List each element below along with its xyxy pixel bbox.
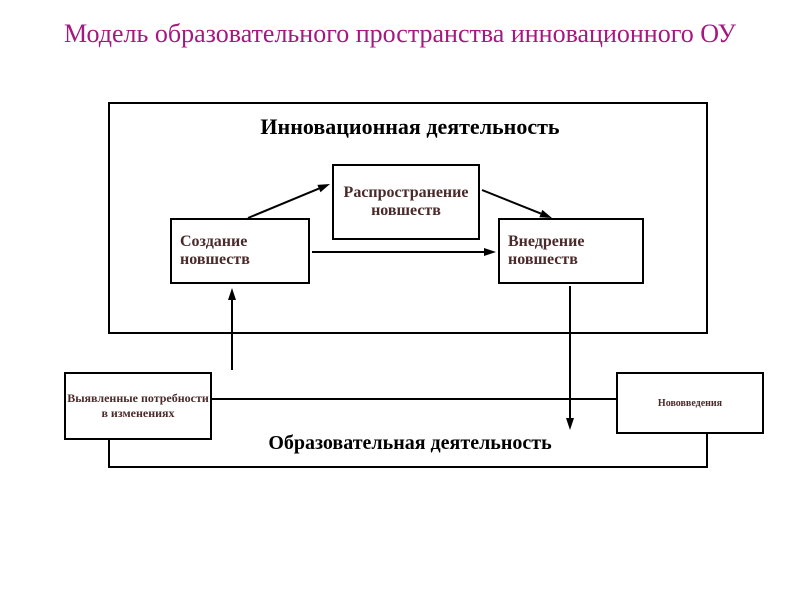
node-label: Распространение новшеств: [334, 184, 478, 220]
node-implement-innovations: Внедрение новшеств: [498, 218, 644, 284]
section-header-education: Образовательная деятельность: [220, 432, 600, 455]
diagram-canvas: Модель образовательного пространства инн…: [0, 0, 800, 600]
node-create-innovations: Создание новшеств: [170, 218, 310, 284]
page-title: Модель образовательного пространства инн…: [0, 18, 800, 49]
node-label: Внедрение новшеств: [508, 233, 642, 269]
node-spread-innovations: Распространение новшеств: [332, 164, 480, 240]
node-novovvedeniya: Нововведения: [616, 372, 764, 434]
node-identified-needs: Выявленные потребности в изменениях: [64, 372, 212, 440]
node-label: Создание новшеств: [180, 233, 308, 269]
node-label: Выявленные потребности в изменениях: [66, 391, 210, 421]
node-label: Нововведения: [618, 398, 762, 409]
section-header-innovation: Инновационная деятельность: [200, 114, 620, 140]
